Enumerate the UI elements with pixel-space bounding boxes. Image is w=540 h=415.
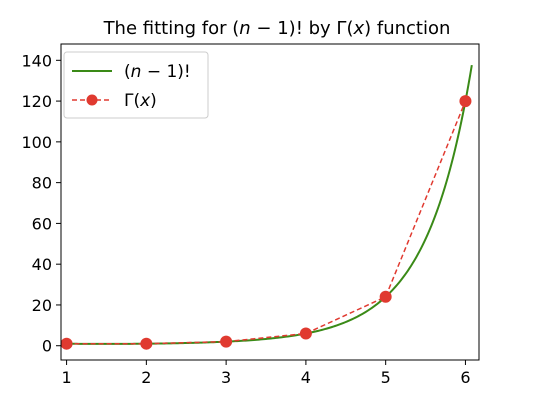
legend-box <box>63 51 209 119</box>
x-tick-label: 3 <box>221 368 231 387</box>
y-tick-label: 100 <box>21 133 52 152</box>
x-tick-label: 5 <box>381 368 391 387</box>
axes-frame <box>60 43 480 361</box>
series-gamma-point <box>459 95 472 108</box>
x-tick-label: 4 <box>301 368 311 387</box>
x-tick-label: 1 <box>61 368 71 387</box>
x-tick-label: 2 <box>141 368 151 387</box>
y-tick-label: 20 <box>32 296 52 315</box>
x-tick-label: 6 <box>460 368 470 387</box>
legend-marker-gamma <box>86 94 98 106</box>
y-tick-label: 120 <box>21 92 52 111</box>
y-tick-label: 0 <box>42 337 52 356</box>
series-gamma-point <box>220 335 233 348</box>
series-gamma-line <box>66 100 467 345</box>
plot-area <box>60 64 473 350</box>
legend: (n − 1)! Γ(x) <box>63 51 209 119</box>
series-gamma-point <box>140 337 153 350</box>
series-gamma-point <box>60 337 73 350</box>
chart-title: The fitting for (n − 1)! by Γ(x) functio… <box>103 18 451 39</box>
y-tick-label: 40 <box>32 255 52 274</box>
y-tick-label: 140 <box>21 51 52 70</box>
y-tick-label: 80 <box>32 174 52 193</box>
legend-label-factorial: (n − 1)! <box>124 62 191 82</box>
series-gamma-point <box>379 290 392 303</box>
y-tick-label: 60 <box>32 214 52 233</box>
legend-label-gamma: Γ(x) <box>124 91 157 111</box>
series-gamma-point <box>299 327 312 340</box>
